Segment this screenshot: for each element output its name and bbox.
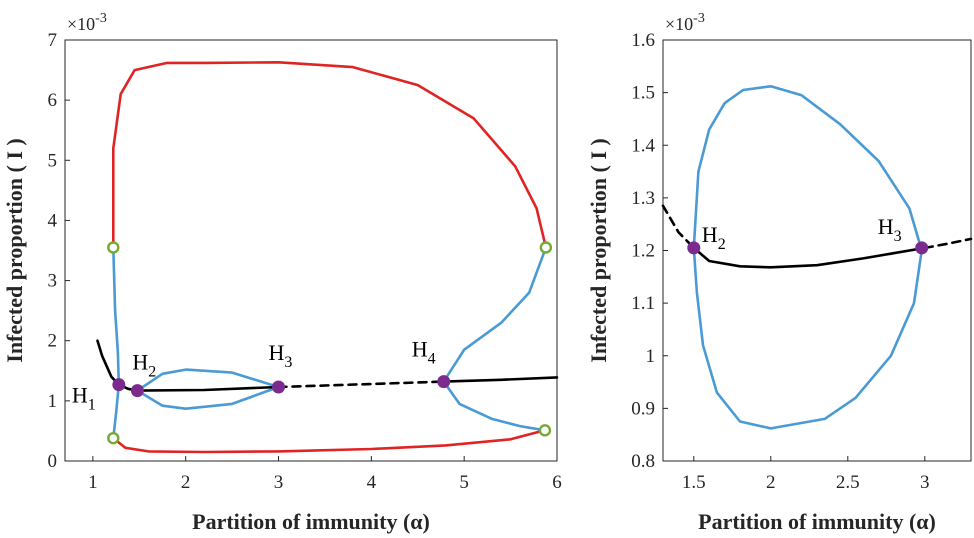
left-fold-point bbox=[107, 241, 120, 254]
inner-loop-lower-branch bbox=[136, 385, 280, 410]
left-y-exponent: ×10-3 bbox=[67, 11, 107, 34]
right-y-tick-label: 1.1 bbox=[631, 293, 655, 314]
right-stable-equilibrium bbox=[692, 246, 927, 269]
right-x-tick-label: 3 bbox=[920, 472, 930, 493]
right-x-tick-label: 2.5 bbox=[836, 472, 860, 493]
right-y-tick-label: 1.5 bbox=[631, 83, 655, 104]
left-x-tick-label: 2 bbox=[181, 472, 191, 493]
right-y-tick-label: 1.4 bbox=[631, 135, 655, 156]
left-y-tick-label: 7 bbox=[48, 30, 58, 51]
left-hopf-label: H2 bbox=[132, 350, 156, 381]
left-x-tick-label: 1 bbox=[88, 472, 98, 493]
right-y-axis-label: Infected proportion ( I ) bbox=[586, 138, 611, 362]
left-fold-point bbox=[539, 241, 553, 254]
right-ticks: 1.5 2 2.5 3 0.8 0.9 1 1.1 1.2 1.3 1.4 1.5 1.6 bbox=[631, 30, 929, 493]
outer-cycle-upper-branch bbox=[112, 61, 548, 249]
right-hopf-point bbox=[687, 241, 701, 255]
left-points: H1 H2 H3 H4 bbox=[72, 241, 553, 445]
right-limit-cycle bbox=[692, 85, 923, 430]
stable-equilibrium-branch-right bbox=[442, 376, 559, 383]
right-x-tick-label: 1.5 bbox=[682, 472, 706, 493]
right-y-tick-label: 1.2 bbox=[631, 241, 655, 262]
left-y-tick-label: 6 bbox=[48, 90, 58, 111]
unstable-equilibrium-branch bbox=[277, 380, 445, 389]
left-y-tick-label: 3 bbox=[48, 271, 58, 292]
left-x-tick-label: 6 bbox=[552, 472, 562, 493]
left-hopf-label: H3 bbox=[269, 340, 293, 371]
left-fold-point bbox=[538, 424, 552, 437]
left-x-tick-label: 3 bbox=[274, 472, 284, 493]
right-unstable-equilibrium-right bbox=[923, 237, 973, 250]
left-curves bbox=[96, 61, 559, 454]
right-x-tick-label: 2 bbox=[766, 472, 776, 493]
left-hopf-label: H4 bbox=[412, 337, 436, 368]
left-x-tick-label: 4 bbox=[367, 472, 377, 493]
left-hopf-point bbox=[437, 375, 451, 389]
right-y-tick-label: 0.9 bbox=[631, 398, 655, 419]
outer-cycle-lower-branch bbox=[112, 429, 547, 454]
left-hopf-label: H1 bbox=[72, 383, 96, 414]
left-y-tick-label: 2 bbox=[48, 331, 58, 352]
left-panel: 1 2 3 4 5 6 0 1 2 3 4 5 6 7 H1 H2 H3 H4 ×10-3 Partition … bbox=[2, 11, 562, 534]
left-hopf-point bbox=[272, 380, 286, 394]
left-y-axis-label: Infected proportion ( I ) bbox=[2, 138, 27, 362]
right-points: H2 H3 bbox=[687, 214, 929, 255]
right-y-exponent: ×10-3 bbox=[665, 11, 705, 34]
right-panel: 1.5 2 2.5 3 0.8 0.9 1 1.1 1.2 1.3 1.4 1.5 1.6 H2 H3 ×… bbox=[586, 11, 973, 534]
right-x-axis-label: Partition of immunity (α) bbox=[698, 509, 936, 534]
right-y-tick-label: 1.3 bbox=[631, 188, 655, 209]
left-fold-point bbox=[107, 431, 120, 445]
left-hopf-point bbox=[112, 378, 126, 392]
inner-cycle-right-branch bbox=[442, 246, 548, 432]
right-unstable-equilibrium-left bbox=[661, 204, 696, 250]
right-y-tick-label: 1.6 bbox=[631, 30, 655, 51]
inner-loop-upper-branch bbox=[136, 368, 280, 392]
left-y-tick-label: 5 bbox=[48, 150, 58, 171]
right-hopf-label: H3 bbox=[878, 214, 902, 245]
right-y-tick-label: 0.8 bbox=[631, 451, 655, 472]
left-plot-frame bbox=[64, 39, 558, 462]
left-y-tick-label: 0 bbox=[48, 451, 58, 472]
left-ticks: 1 2 3 4 5 6 0 1 2 3 4 5 6 7 bbox=[48, 30, 562, 493]
inner-cycle-left-branch bbox=[112, 246, 121, 440]
left-hopf-point bbox=[130, 384, 144, 398]
left-y-tick-label: 1 bbox=[48, 391, 58, 412]
right-y-tick-label: 1 bbox=[646, 346, 656, 367]
right-hopf-label: H2 bbox=[702, 222, 726, 253]
left-y-tick-label: 4 bbox=[48, 210, 58, 231]
left-x-tick-label: 5 bbox=[459, 472, 469, 493]
right-curves bbox=[661, 85, 973, 430]
left-x-axis-label: Partition of immunity (α) bbox=[192, 509, 430, 534]
right-hopf-point bbox=[915, 241, 929, 255]
